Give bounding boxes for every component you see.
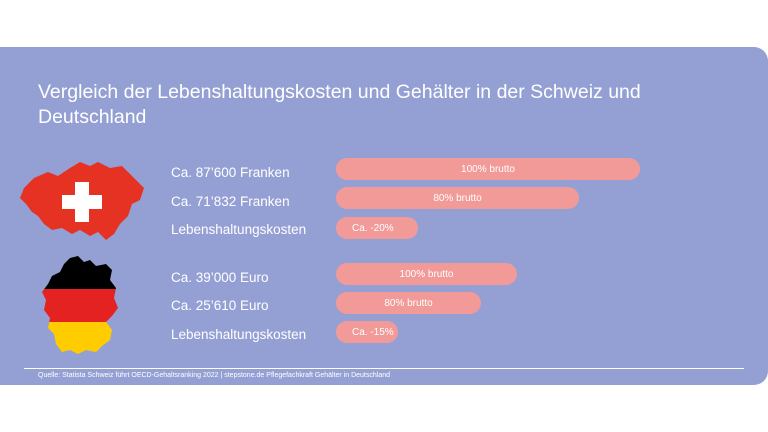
bar-de-80: 80% brutto [336, 292, 481, 314]
bar-label-ch-100: 100% brutto [461, 163, 515, 175]
footer-divider [24, 368, 744, 369]
bar-ch-100: 100% brutto [336, 158, 640, 180]
bar-ch-living-costs: Ca. -20% [336, 217, 418, 239]
bar-label-ch-living-costs: Ca. -20% [352, 222, 394, 234]
switzerland-flag-map-icon [20, 162, 144, 240]
bar-ch-80: 80% brutto [336, 187, 579, 209]
bar-label-de-100: 100% brutto [399, 268, 454, 280]
source-note: Quelle: Statista Schweiz führt OECD-Geha… [38, 372, 391, 379]
germany-flag-map-icon [42, 256, 118, 354]
row-label-de-living-costs: Lebenshaltungskosten [171, 327, 307, 342]
row-label-ch-living-costs: Lebenshaltungskosten [171, 222, 307, 237]
bar-de-living-costs: Ca. -15% [336, 321, 398, 343]
bar-label-de-80: 80% brutto [384, 297, 433, 309]
row-label-de-80: Ca. 25’610 Euro [171, 298, 269, 313]
row-label-ch-80: Ca. 71’832 Franken [171, 194, 290, 209]
bar-de-100: 100% brutto [336, 263, 517, 285]
chart-title: Vergleich der Lebenshaltungskosten und G… [38, 81, 641, 128]
row-label-ch-gross: Ca. 87’600 Franken [171, 165, 290, 180]
bar-label-ch-80: 80% brutto [433, 192, 482, 204]
bar-label-de-living-costs: Ca. -15% [352, 326, 394, 338]
row-label-de-gross: Ca. 39’000 Euro [171, 270, 269, 285]
